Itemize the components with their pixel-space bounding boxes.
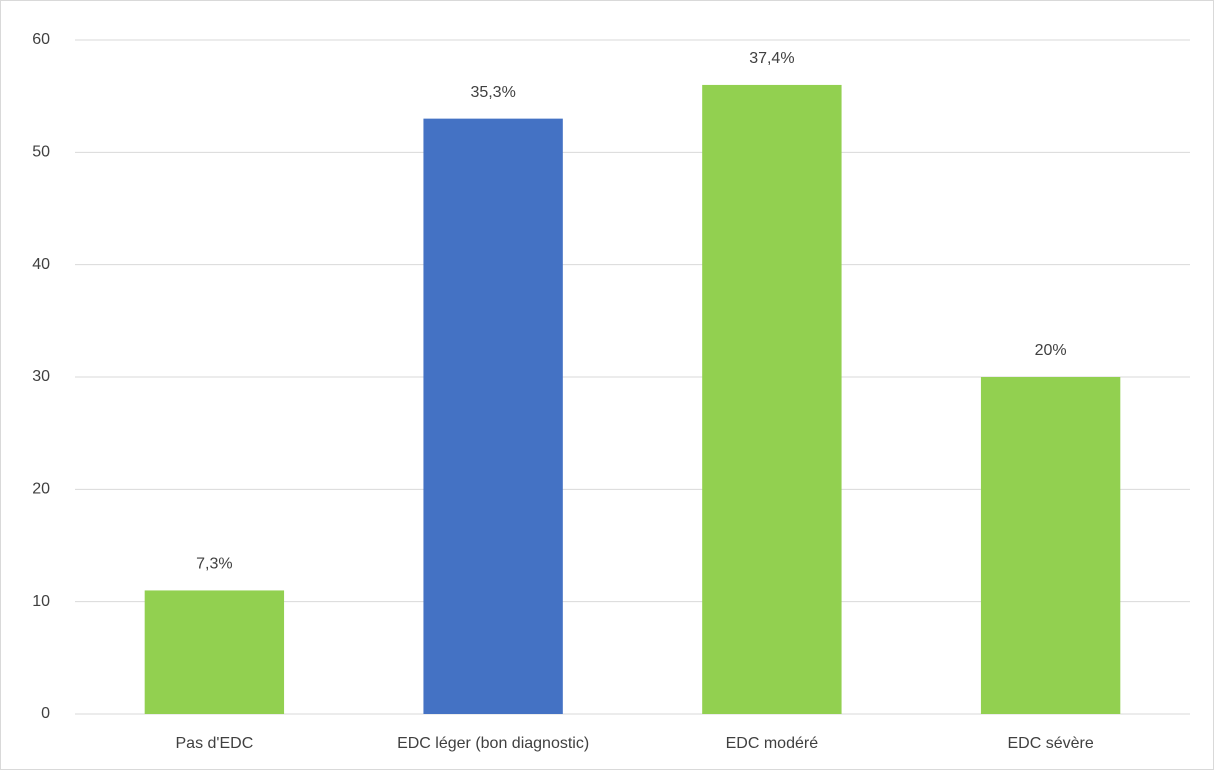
data-label: 35,3%	[470, 84, 515, 101]
x-tick-label: Pas d'EDC	[176, 735, 254, 752]
bar	[144, 590, 285, 714]
y-tick-label: 10	[32, 593, 50, 610]
y-tick-label: 0	[41, 705, 50, 722]
y-tick-label: 20	[32, 481, 50, 498]
x-tick-label: EDC modéré	[726, 735, 819, 752]
data-label: 37,4%	[749, 50, 794, 67]
y-tick-label: 30	[32, 368, 50, 385]
x-tick-label: EDC léger (bon diagnostic)	[397, 735, 589, 752]
data-label: 7,3%	[196, 556, 232, 573]
bar	[980, 377, 1121, 714]
x-tick-label: EDC sévère	[1008, 735, 1094, 752]
data-label: 20%	[1035, 342, 1067, 359]
y-tick-label: 50	[32, 144, 50, 161]
y-tick-label: 60	[32, 31, 50, 48]
bar	[702, 84, 842, 714]
bar	[423, 118, 563, 715]
y-tick-label: 40	[32, 256, 50, 273]
